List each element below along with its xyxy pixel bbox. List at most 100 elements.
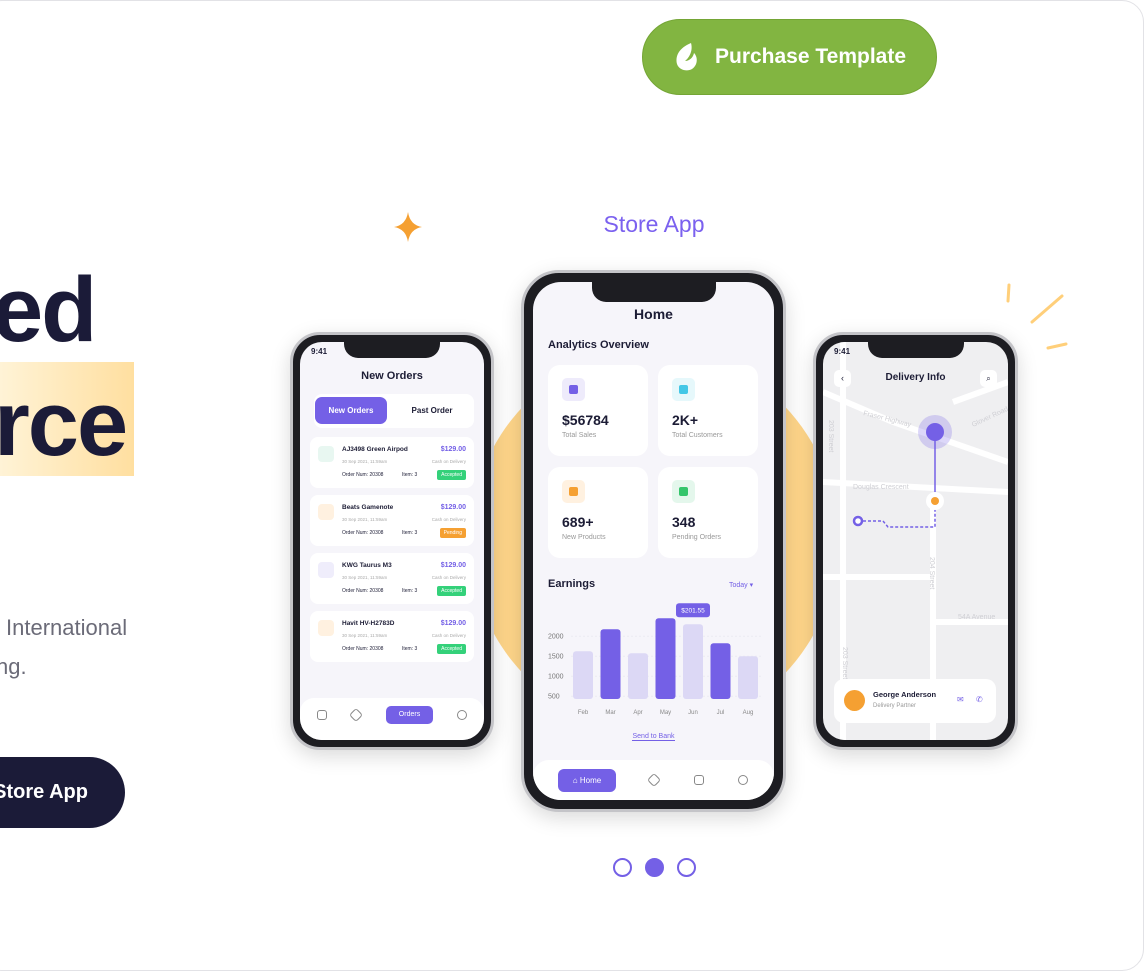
analytics-heading: Analytics Overview [548, 339, 649, 351]
stat-value: 2K+ [672, 412, 699, 428]
tab-past-order[interactable]: Past Order [411, 406, 453, 415]
order-tabs: New Orders Past Order [314, 394, 474, 428]
x-tick-label: Apr [633, 710, 642, 716]
payment-method: Cash on Delivery [431, 575, 466, 580]
phone-icon[interactable]: ✆ [976, 695, 983, 704]
bar-jul[interactable] [710, 643, 731, 699]
profile-icon[interactable] [457, 710, 467, 720]
product-name: AJ3498 Green Airpod [342, 446, 408, 453]
profile-icon[interactable] [738, 775, 748, 785]
tab-new-orders[interactable]: New Orders [315, 397, 387, 424]
svg-text:Douglas Crescent: Douglas Crescent [853, 484, 909, 491]
purchase-label: Purchase Template [714, 45, 907, 68]
item-count: Item: 3 [402, 472, 418, 478]
bottom-nav: Orders [300, 698, 484, 740]
payment-method: Cash on Delivery [431, 459, 466, 464]
hero-heading-line1: ed [0, 259, 97, 361]
price: $129.00 [440, 504, 466, 511]
box-icon[interactable] [348, 707, 364, 723]
bottom-nav: ⌂ Home [533, 760, 774, 800]
stat-label: Total Customers [672, 432, 723, 439]
earnings-heading: Earnings [548, 578, 596, 590]
carousel-dot-2-active[interactable] [645, 858, 664, 877]
stat-label: Pending Orders [672, 534, 722, 541]
order-card[interactable]: Beats Gamenote $129.00 30 Sep 2021, 11:5… [310, 495, 474, 546]
status-badge: Pending [439, 528, 466, 538]
item-count: Item: 3 [402, 530, 418, 536]
tooltip-value: $201.55 [681, 608, 705, 615]
svg-text:203 Street: 203 Street [841, 647, 848, 679]
product-icon [318, 446, 334, 462]
product-name: KWG Taurus M3 [342, 562, 392, 569]
bar-feb[interactable] [573, 651, 593, 699]
bar-jun[interactable] [683, 624, 703, 699]
home-screen: Home Analytics Overview $56784 Total Sal… [533, 282, 774, 800]
status-badge: Accepted [437, 470, 466, 480]
users-icon [672, 378, 695, 401]
screen-title: New Orders [361, 370, 423, 382]
bar-aug[interactable] [738, 656, 758, 699]
purchase-template-button[interactable]: Purchase Template [642, 19, 937, 95]
orders-icon[interactable] [694, 775, 704, 785]
product-name: Beats Gamenote [342, 504, 394, 511]
partner-card: George Anderson Delivery Partner ✉ ✆ [834, 679, 996, 723]
svg-text:Glover Road: Glover Road [971, 406, 1008, 429]
message-icon[interactable]: ✉ [957, 695, 964, 704]
box-icon [562, 480, 585, 503]
send-to-bank-link[interactable]: Send to Bank [533, 733, 774, 741]
notch [344, 342, 440, 358]
send-to-bank-label: Send to Bank [632, 733, 675, 741]
sparkle-rays-icon [1006, 283, 1068, 350]
order-card[interactable]: KWG Taurus M3 $129.00 30 Sep 2021, 11:59… [310, 553, 474, 604]
order-card[interactable]: AJ3498 Green Airpod $129.00 30 Sep 2021,… [310, 437, 474, 488]
stat-card[interactable]: 348 Pending Orders [658, 467, 758, 558]
y-tick-label: 1500 [548, 654, 564, 661]
street-label: Fraser Highway [863, 410, 913, 429]
nav-home[interactable]: ⌂ Home [558, 769, 616, 792]
y-tick-label: 1000 [548, 674, 564, 681]
svg-text:204 Street: 204 Street [928, 557, 935, 589]
carousel-dot-3[interactable] [677, 858, 696, 877]
svg-text:203 Street: 203 Street [827, 420, 834, 452]
home-icon[interactable] [317, 710, 327, 720]
home-phone: Home Analytics Overview $56784 Total Sal… [521, 270, 786, 812]
bar-tooltip [676, 603, 710, 618]
envato-leaf-icon [676, 43, 697, 71]
order-number: Order Num: 20308 [342, 472, 384, 478]
destination-pin-icon [926, 423, 944, 441]
orders-screen: 9:41 New Orders New Orders Past Order AJ… [300, 342, 484, 740]
order-card[interactable]: Havit HV-H2783D $129.00 30 Sep 2021, 11:… [310, 611, 474, 662]
stat-card[interactable]: $56784 Total Sales [548, 365, 648, 456]
bar-apr[interactable] [628, 653, 648, 699]
product-icon [318, 504, 334, 520]
stat-label: New Products [562, 534, 606, 541]
stat-card[interactable]: 2K+ Total Customers [658, 365, 758, 456]
order-number: Order Num: 20308 [342, 588, 384, 594]
carousel-dot-1[interactable] [613, 858, 632, 877]
avatar [844, 690, 865, 711]
box-icon[interactable] [646, 772, 662, 788]
x-tick-label: Feb [578, 710, 589, 716]
screen-title: Delivery Info [885, 372, 946, 383]
hero-heading-line2: rce [0, 373, 128, 475]
item-count: Item: 3 [402, 646, 418, 652]
map: Fraser Highway Glover Road Douglas Crescen… [823, 342, 1008, 740]
order-number: Order Num: 20308 [342, 530, 384, 536]
status-time: 9:41 [311, 347, 328, 356]
bar-may[interactable] [655, 618, 676, 699]
section-title: Store App [603, 211, 705, 237]
period-dropdown[interactable]: Today ▾ [729, 582, 754, 589]
store-app-button[interactable]: Store App [0, 757, 125, 828]
x-tick-label: Jul [717, 710, 725, 716]
stat-label: Total Sales [562, 432, 597, 439]
bar-mar[interactable] [600, 629, 621, 699]
back-button[interactable]: ‹ [834, 370, 851, 387]
nav-home-label: Home [579, 776, 602, 785]
search-button[interactable]: ⌕ [980, 370, 997, 387]
order-date: 30 Sep 2021, 11:59am [342, 633, 388, 638]
status-badge: Accepted [437, 644, 466, 654]
stat-card[interactable]: 689+ New Products [548, 467, 648, 558]
partner-role: Delivery Partner [873, 703, 917, 709]
stat-value: 689+ [562, 514, 594, 530]
nav-orders[interactable]: Orders [386, 706, 433, 724]
